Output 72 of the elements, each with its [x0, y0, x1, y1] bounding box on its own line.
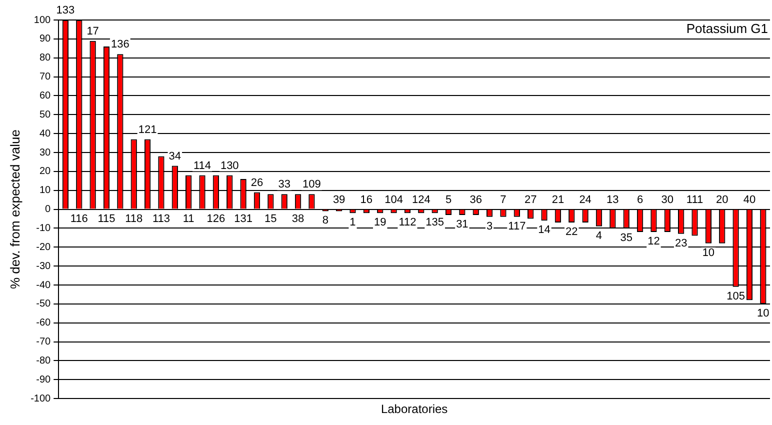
- y-tick-label: 30: [39, 147, 52, 158]
- y-tick-label: 50: [39, 109, 52, 120]
- y-axis-title: % dev. from expected value: [7, 130, 22, 290]
- y-tick-label: -60: [36, 318, 52, 329]
- y-tick-label: 80: [39, 52, 52, 64]
- x-tick-label: 136: [110, 38, 130, 51]
- y-tick-label: 90: [39, 34, 52, 45]
- y-tick-label: 0: [45, 204, 52, 216]
- x-tick-label: 34: [168, 150, 182, 162]
- x-tick-label: 131: [234, 212, 252, 225]
- x-tick-label: 35: [620, 232, 632, 244]
- x-tick-label: 19: [374, 216, 386, 229]
- x-tick-label: 113: [152, 212, 170, 225]
- y-tick-label: 70: [39, 72, 52, 83]
- x-axis-title: Laboratories: [380, 402, 448, 416]
- y-tick-label: 60: [39, 90, 52, 102]
- x-tick-label: 1: [350, 216, 356, 229]
- x-tick-label: 14: [538, 224, 550, 236]
- x-tick-label: 104: [384, 194, 403, 206]
- x-tick-label: 20: [716, 194, 728, 206]
- x-tick-label: 13: [606, 194, 619, 206]
- y-tick-label: -40: [36, 280, 52, 291]
- y-tick-label: -100: [30, 393, 52, 404]
- x-tick-label: 105: [726, 290, 745, 302]
- x-tick-label: 39: [332, 194, 346, 206]
- x-tick-label: 5: [445, 194, 452, 206]
- x-tick-label: 111: [686, 194, 704, 206]
- x-tick-label: 36: [470, 194, 482, 206]
- y-tick-label: -10: [36, 222, 52, 234]
- x-tick-label: 121: [138, 124, 157, 136]
- y-tick-label: -30: [36, 260, 52, 272]
- y-tick-label: -80: [36, 355, 52, 366]
- y-tick-label: -50: [36, 298, 52, 310]
- x-tick-label: 26: [250, 176, 264, 189]
- x-tick-label: 24: [579, 194, 592, 206]
- x-tick-label: 117: [508, 220, 526, 232]
- x-tick-label: 40: [743, 194, 756, 206]
- x-tick-label: 8: [322, 214, 328, 227]
- x-tick-label: 4: [596, 230, 602, 242]
- x-tick-label: 130: [220, 160, 239, 172]
- x-tick-label: 135: [426, 216, 444, 229]
- chart-title: Potassium G1: [686, 21, 768, 36]
- x-tick-label: 11: [182, 212, 194, 225]
- x-tick-label: 16: [360, 194, 373, 206]
- x-tick-label: 30: [661, 194, 674, 206]
- x-tick-label: 22: [566, 226, 578, 238]
- x-tick-label: 112: [398, 216, 416, 229]
- y-tick-label: 40: [39, 128, 52, 140]
- x-tick-label: 17: [86, 25, 99, 38]
- x-tick-label: 15: [264, 212, 277, 225]
- x-tick-label: 124: [412, 194, 430, 206]
- y-tick-label: -70: [36, 336, 52, 348]
- x-tick-label: 115: [98, 212, 116, 225]
- x-tick-label: 109: [302, 178, 321, 191]
- x-tick-label: 21: [552, 194, 564, 206]
- x-tick-label: 114: [193, 160, 212, 172]
- y-tick-label: -90: [36, 374, 52, 386]
- x-tick-label: 133: [56, 4, 75, 17]
- x-tick-label: 3: [486, 220, 493, 232]
- x-tick-label: 31: [456, 218, 468, 231]
- x-tick-label: 33: [278, 178, 290, 191]
- x-tick-label: 7: [500, 194, 506, 206]
- x-tick-label: 6: [636, 194, 644, 206]
- x-tick-label: 23: [674, 237, 688, 250]
- x-tick-label: 116: [70, 212, 88, 225]
- x-tick-label: 118: [125, 212, 143, 225]
- y-tick-label: 100: [34, 14, 52, 26]
- x-tick-label: 126: [206, 212, 226, 225]
- x-tick-label: 27: [524, 194, 537, 206]
- x-tick-label: 38: [292, 212, 304, 225]
- x-tick-label: 12: [648, 236, 660, 248]
- y-tick-label: -20: [36, 242, 52, 253]
